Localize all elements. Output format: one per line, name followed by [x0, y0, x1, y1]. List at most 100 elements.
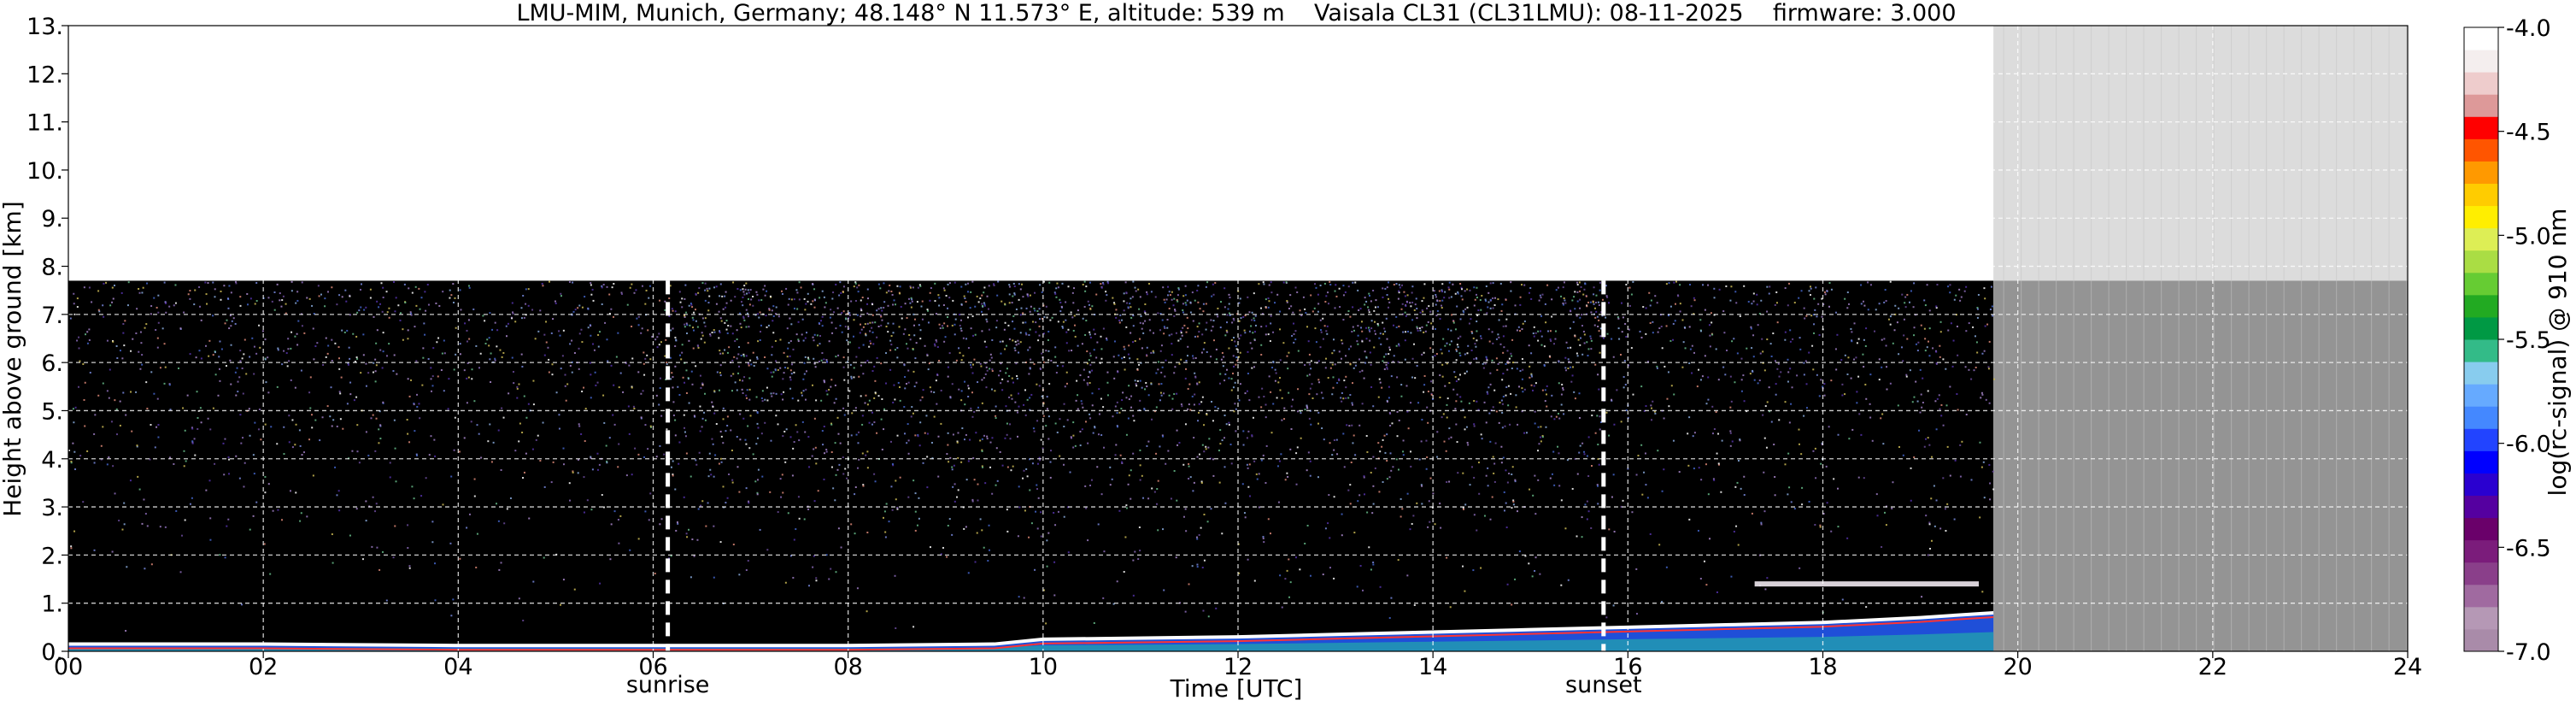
noise-point — [1505, 469, 1507, 472]
noise-point — [1883, 511, 1886, 514]
noise-point — [772, 392, 775, 395]
noise-point — [1491, 359, 1493, 362]
noise-point — [1198, 403, 1200, 405]
noise-point — [701, 383, 704, 385]
noise-point — [1763, 510, 1766, 513]
noise-point — [1561, 383, 1564, 385]
noise-point — [772, 315, 775, 317]
noise-point — [971, 315, 974, 318]
noise-point — [277, 509, 279, 511]
noise-point — [1443, 297, 1446, 299]
noise-point — [466, 329, 468, 332]
noise-point — [1004, 303, 1006, 305]
noise-point — [1640, 444, 1643, 446]
noise-point — [1237, 543, 1240, 545]
noise-point — [1328, 494, 1330, 497]
noise-point — [555, 391, 558, 394]
noise-point — [466, 527, 468, 529]
noise-point — [1037, 339, 1040, 342]
noise-point — [1013, 347, 1016, 350]
noise-point — [882, 516, 884, 519]
noise-point — [1876, 515, 1879, 517]
noise-point — [912, 479, 915, 482]
noise-point — [399, 312, 402, 315]
noise-point — [179, 327, 182, 330]
noise-point — [954, 318, 957, 321]
noise-point — [467, 285, 470, 287]
noise-point — [191, 427, 194, 430]
noise-point — [163, 382, 166, 385]
noise-point — [907, 347, 909, 350]
noise-point — [1341, 391, 1343, 394]
noise-point — [1167, 294, 1170, 297]
noise-point — [1828, 426, 1830, 428]
noise-point — [1910, 499, 1912, 502]
noise-point — [109, 368, 111, 371]
noise-point — [1981, 591, 1984, 593]
noise-point — [496, 345, 498, 348]
noise-point — [704, 325, 707, 327]
noise-point — [983, 303, 986, 306]
noise-point — [1115, 309, 1118, 311]
noise-point — [940, 389, 942, 391]
noise-point — [1992, 378, 1995, 380]
noise-point — [1405, 300, 1408, 303]
noise-point — [1493, 462, 1496, 465]
noise-point — [1815, 286, 1817, 289]
noise-point — [414, 430, 416, 432]
noise-point — [1247, 558, 1249, 561]
noise-point — [701, 282, 704, 285]
noise-point — [1576, 291, 1579, 293]
noise-point — [709, 334, 712, 337]
noise-point — [1573, 391, 1576, 393]
noise-point — [1570, 346, 1572, 349]
noise-point — [1087, 376, 1089, 379]
noise-point — [1864, 383, 1867, 385]
noise-point — [1094, 427, 1096, 429]
noise-point — [1399, 286, 1401, 289]
noise-point — [981, 294, 983, 297]
noise-point — [1878, 303, 1881, 305]
noise-point — [804, 309, 807, 311]
noise-point — [995, 327, 998, 329]
noise-point — [960, 285, 963, 288]
noise-point — [531, 448, 534, 450]
noise-point — [327, 344, 330, 347]
noise-point — [1147, 394, 1150, 397]
noise-point — [1395, 458, 1398, 461]
noise-point — [599, 582, 601, 585]
noise-point — [866, 312, 869, 315]
noise-point — [1904, 302, 1906, 304]
noise-point — [913, 385, 916, 388]
noise-point — [792, 576, 795, 579]
noise-point — [1319, 319, 1322, 321]
noise-point — [1188, 462, 1190, 465]
y-tick-label: 8. — [41, 255, 63, 281]
noise-point — [618, 443, 620, 445]
noise-point — [742, 297, 744, 299]
noise-point — [1272, 403, 1275, 405]
noise-point — [1251, 367, 1253, 369]
noise-point — [1091, 392, 1094, 395]
noise-point — [1178, 442, 1181, 444]
noise-point — [807, 356, 809, 359]
colorbar-segment — [2464, 406, 2498, 429]
noise-point — [1514, 578, 1517, 580]
noise-point — [1212, 326, 1214, 328]
noise-point — [1528, 562, 1530, 565]
noise-point — [466, 362, 469, 364]
noise-point — [1440, 527, 1442, 529]
noise-point — [1171, 397, 1174, 400]
noise-point — [226, 525, 228, 527]
noise-point — [772, 371, 775, 374]
noise-point — [1219, 373, 1222, 375]
noise-point — [730, 325, 732, 327]
noise-point — [1265, 333, 1267, 336]
noise-point — [633, 408, 636, 410]
noise-point — [1398, 290, 1400, 292]
noise-point — [1505, 394, 1507, 397]
noise-point — [1368, 329, 1370, 332]
noise-point — [707, 290, 709, 292]
noise-point — [1239, 297, 1241, 300]
noise-point — [340, 376, 343, 379]
